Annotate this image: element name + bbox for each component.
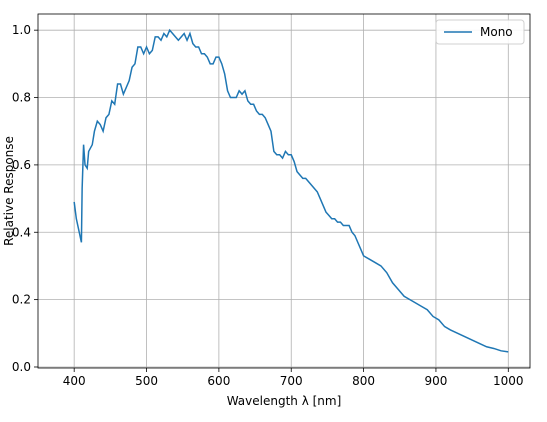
x-tick-label: 1000 (493, 374, 524, 388)
plot-frame (37, 13, 531, 369)
x-tick-label: 700 (280, 374, 303, 388)
legend-box (435, 19, 525, 45)
x-tick-label: 900 (424, 374, 447, 388)
y-tick-label: 0.4 (12, 225, 31, 239)
x-tick-label: 500 (135, 374, 158, 388)
y-tick-label: 0.2 (12, 293, 31, 307)
x-tick-label: 600 (207, 374, 230, 388)
y-tick-label: 0.6 (12, 158, 31, 172)
x-tick-label: 800 (352, 374, 375, 388)
y-tick-label: 0.0 (12, 360, 31, 374)
legend-label: Mono (480, 25, 513, 39)
y-tick-label: 0.8 (12, 91, 31, 105)
y-tick-label: 1.0 (12, 23, 31, 37)
y-axis-label: Relative Response (2, 136, 16, 246)
x-axis-label: Wavelength λ [nm] (227, 394, 342, 408)
data-line (73, 28, 509, 353)
x-tick-label: 400 (63, 374, 86, 388)
